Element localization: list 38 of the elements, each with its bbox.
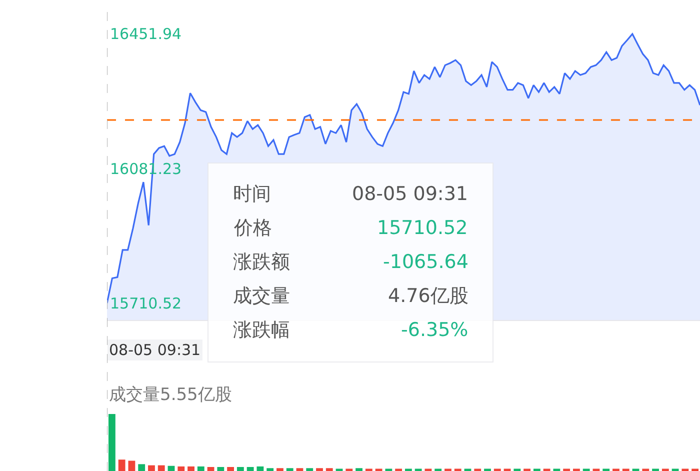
chart-title: 成交量5.55亿股 <box>109 385 232 405</box>
bar <box>128 460 136 471</box>
bar <box>286 468 294 471</box>
bar <box>148 465 155 471</box>
bar <box>227 467 234 471</box>
bar <box>256 466 264 471</box>
bar <box>168 466 175 471</box>
annotation: -1065.64 <box>383 251 468 273</box>
y-tick-label: 15710.52 <box>110 294 182 312</box>
bar <box>356 468 362 471</box>
annotation: 成交量 <box>233 285 290 307</box>
bar <box>316 468 323 471</box>
bar <box>276 468 284 471</box>
bar <box>266 468 274 471</box>
bar <box>138 464 146 471</box>
annotation: 4.76亿股 <box>388 285 468 307</box>
annotation: 时间 <box>233 183 271 205</box>
bar <box>236 467 244 471</box>
bar <box>326 468 333 471</box>
bar <box>188 466 194 471</box>
annotation: 涨跌额 <box>233 251 290 273</box>
annotation: 15710.52 <box>377 217 468 239</box>
bar <box>158 465 165 471</box>
bar <box>207 467 214 471</box>
bar <box>306 468 314 471</box>
y-tick-label: 16451.94 <box>110 25 182 44</box>
text: 08-05 09:31 <box>109 341 201 359</box>
annotation: 涨跌幅 <box>233 319 290 341</box>
bar <box>178 466 185 471</box>
annotation: -6.35% <box>401 319 468 341</box>
bar <box>118 460 126 471</box>
bar <box>197 466 204 471</box>
bar <box>217 467 224 471</box>
annotation: 价格 <box>233 217 272 239</box>
bar <box>108 414 116 471</box>
bar <box>246 467 254 471</box>
bar <box>296 468 304 471</box>
annotation: 08-05 09:31 <box>352 183 468 205</box>
